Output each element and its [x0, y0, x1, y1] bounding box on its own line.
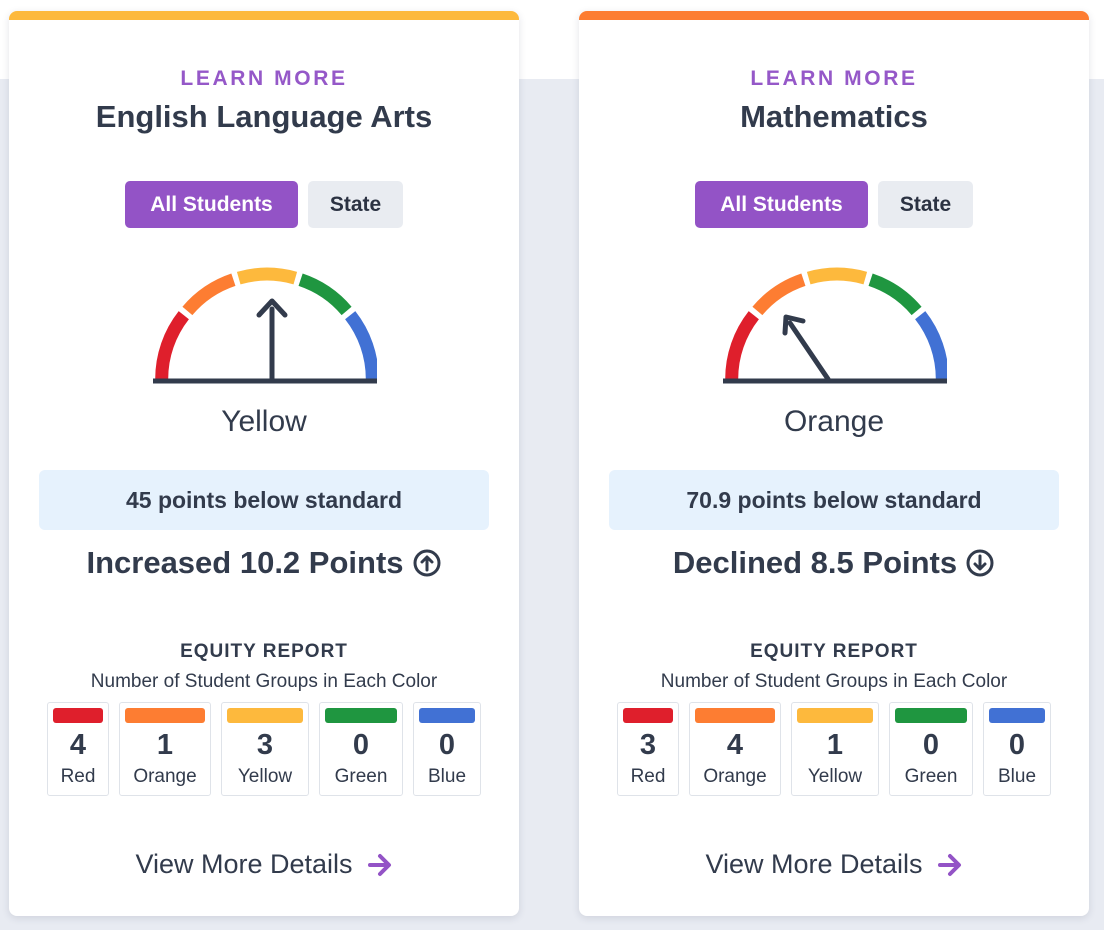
equity-report-title: EQUITY REPORT [750, 641, 918, 662]
arrow-right-icon [367, 853, 391, 876]
equity-box-yellow[interactable]: 1 Yellow [791, 702, 879, 796]
gauge-segment-orange [752, 273, 806, 316]
equity-report-title: EQUITY REPORT [180, 641, 348, 662]
color-swatch-green [325, 708, 397, 723]
equity-box-orange[interactable]: 4 Orange [689, 702, 781, 796]
group-count: 1 [156, 729, 174, 761]
math-card: LEARN MORE Mathematics All Students Stat… [579, 11, 1089, 916]
change-summary: Declined 8.5 Points [579, 545, 1089, 581]
equity-color-counts: 3 Red 4 Orange 1 Yellow 0 Green 0 Blue [579, 702, 1089, 796]
color-swatch-blue [419, 708, 475, 723]
status-detail-text: 70.9 points below standard [686, 486, 982, 513]
group-count: 3 [256, 729, 274, 761]
change-text: Declined 8.5 Points [672, 545, 958, 580]
card-accent-bar [9, 11, 519, 20]
status-color-label: Yellow [221, 405, 307, 438]
gauge-segment-green [298, 273, 352, 316]
gauge-segment-red [725, 311, 760, 380]
gauge-segment-yellow [806, 267, 868, 285]
gauge-segment-orange [182, 273, 236, 316]
group-count: 4 [69, 729, 87, 761]
learn-more-link[interactable]: LEARN MORE [750, 67, 918, 90]
color-swatch-blue [989, 708, 1045, 723]
group-count: 3 [639, 729, 657, 761]
gauge-segment-yellow [236, 267, 298, 285]
arrow-down-circle-icon [966, 549, 994, 577]
color-swatch-yellow [227, 708, 303, 723]
gauge-needle [787, 320, 831, 382]
all-students-button[interactable]: All Students [125, 181, 298, 228]
equity-box-orange[interactable]: 1 Orange [119, 702, 211, 796]
gauge-segment-blue [914, 311, 947, 380]
group-count: 0 [1008, 729, 1026, 761]
status-detail-text: 45 points below standard [125, 486, 403, 513]
group-count: 0 [352, 729, 370, 761]
arrow-up-circle-icon [413, 549, 441, 577]
gauge-needle-head [256, 298, 288, 318]
gauge-icon [153, 267, 377, 384]
color-swatch-red [623, 708, 673, 723]
gauge-segment-red [155, 311, 190, 380]
view-more-details-link[interactable]: View More Details [9, 849, 519, 880]
group-color-label: Orange [703, 766, 767, 787]
learn-more-link[interactable]: LEARN MORE [180, 67, 348, 90]
group-color-label: Yellow [807, 766, 863, 787]
status-detail-box: 70.9 points below standard [609, 470, 1059, 530]
equity-box-green[interactable]: 0 Green [889, 702, 973, 796]
color-swatch-orange [695, 708, 775, 723]
change-text: Increased 10.2 Points [86, 545, 404, 580]
student-group-toggle: All Students State [9, 181, 519, 228]
group-color-label: Blue [997, 766, 1037, 787]
equity-box-yellow[interactable]: 3 Yellow [221, 702, 309, 796]
group-count: 0 [438, 729, 456, 761]
group-count: 4 [726, 729, 744, 761]
color-swatch-orange [125, 708, 205, 723]
equity-box-red[interactable]: 4 Red [47, 702, 109, 796]
gauge-needle-head [782, 314, 806, 336]
equity-box-blue[interactable]: 0 Blue [413, 702, 481, 796]
group-count: 1 [826, 729, 844, 761]
status-color-label: Orange [783, 405, 885, 438]
group-count: 0 [922, 729, 940, 761]
group-color-label: Red [60, 766, 96, 787]
group-color-label: Green [334, 766, 388, 787]
arrow-right-icon [937, 853, 961, 876]
group-color-label: Yellow [237, 766, 293, 787]
status-detail-box: 45 points below standard [39, 470, 489, 530]
view-more-details-link[interactable]: View More Details [579, 849, 1089, 880]
equity-report-subtitle: Number of Student Groups in Each Color [660, 671, 1008, 692]
color-swatch-green [895, 708, 967, 723]
all-students-button[interactable]: All Students [695, 181, 868, 228]
group-color-label: Green [904, 766, 958, 787]
details-link-text: View More Details [705, 849, 923, 879]
group-color-label: Red [630, 766, 666, 787]
state-button[interactable]: State [308, 181, 403, 228]
equity-box-green[interactable]: 0 Green [319, 702, 403, 796]
card-title: Mathematics [740, 99, 928, 134]
equity-box-blue[interactable]: 0 Blue [983, 702, 1051, 796]
group-color-label: Blue [427, 766, 467, 787]
card-title: English Language Arts [95, 99, 433, 134]
equity-report-subtitle: Number of Student Groups in Each Color [90, 671, 438, 692]
ela-card: LEARN MORE English Language Arts All Stu… [9, 11, 519, 916]
change-summary: Increased 10.2 Points [9, 545, 519, 581]
gauge-segment-blue [344, 311, 377, 380]
gauge-segment-green [868, 273, 922, 316]
student-group-toggle: All Students State [579, 181, 1089, 228]
card-accent-bar [579, 11, 1089, 20]
group-color-label: Orange [133, 766, 197, 787]
color-swatch-yellow [797, 708, 873, 723]
gauge-icon [723, 267, 947, 384]
equity-color-counts: 4 Red 1 Orange 3 Yellow 0 Green 0 Blue [9, 702, 519, 796]
state-button[interactable]: State [878, 181, 973, 228]
equity-box-red[interactable]: 3 Red [617, 702, 679, 796]
details-link-text: View More Details [135, 849, 353, 879]
color-swatch-red [53, 708, 103, 723]
